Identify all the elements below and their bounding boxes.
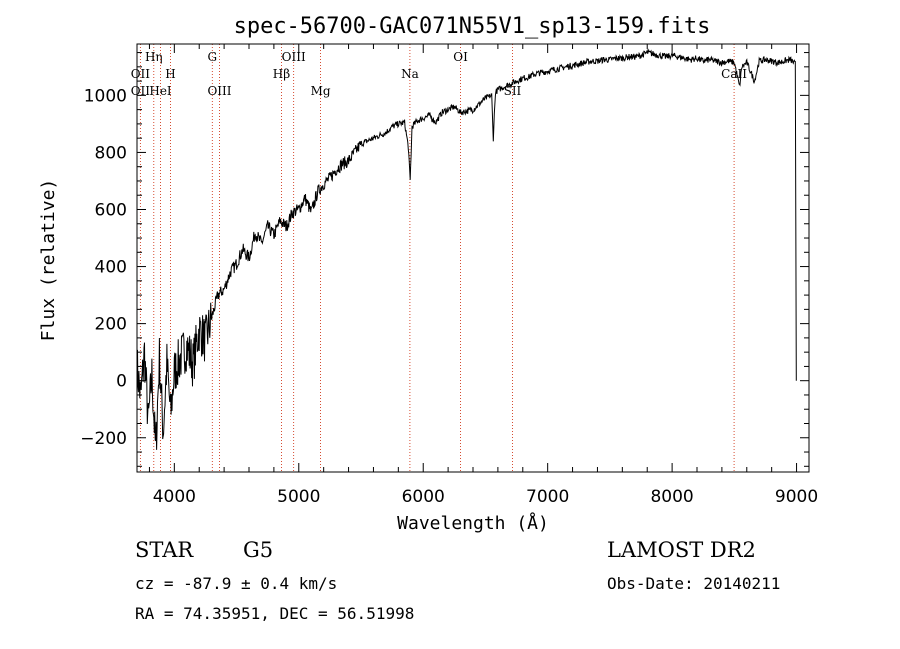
y-tick-label: 400 — [95, 258, 127, 278]
y-tick-label: 200 — [95, 315, 127, 335]
y-tick-label: 0 — [116, 372, 127, 392]
coordinates-text: RA = 74.35951, DEC = 56.51998 — [135, 604, 415, 623]
spectral-line-label: Hβ — [273, 67, 290, 81]
x-axis-label: Wavelength (Å) — [397, 512, 549, 534]
spectral-line-label: G — [207, 50, 217, 64]
spectral-line-label: OII — [131, 84, 151, 98]
x-tick-label: 4000 — [153, 487, 196, 507]
y-tick-label: 600 — [95, 200, 127, 220]
spectral-line-label: OII — [131, 67, 151, 81]
y-tick-label: 800 — [95, 143, 127, 163]
plot-frame — [136, 43, 810, 473]
x-tick-label: 7000 — [526, 487, 569, 507]
x-tick-label: 9000 — [775, 487, 818, 507]
chart-title: spec-56700-GAC071N55V1_sp13-159.fits — [234, 14, 711, 39]
spectral-line-label: Hη — [145, 50, 163, 64]
object-class: STAR — [135, 538, 194, 562]
spectral-line-label: CaII — [721, 67, 747, 81]
spectrum-line — [136, 48, 797, 450]
spectral-line-label: H — [165, 67, 175, 81]
obs-date-text: Obs-Date: 20140211 — [607, 574, 781, 593]
spectral-line-label: HeI — [149, 84, 172, 98]
x-tick-label: 6000 — [402, 487, 445, 507]
x-tick-label: 5000 — [277, 487, 320, 507]
survey-name: LAMOST DR2 — [607, 538, 756, 562]
redshift-text: cz = -87.9 ± 0.4 km/s — [135, 574, 338, 593]
spectral-line-label: Mg — [311, 84, 331, 98]
spectral-line-label: OIII — [207, 84, 231, 98]
y-tick-label: −200 — [80, 429, 127, 449]
object-subclass: G5 — [243, 538, 274, 562]
y-axis-label: Flux (relative) — [38, 179, 59, 342]
spectral-line-label: OIII — [282, 50, 306, 64]
spectral-line-label: OI — [453, 50, 468, 64]
axis-ticks: 4000 5000 6000 7000 8000 9000 −200 0 200 400 600 80… — [80, 44, 818, 507]
spectral-line-label: Na — [401, 67, 419, 81]
y-tick-label: 1000 — [84, 86, 127, 106]
x-tick-label: 8000 — [650, 487, 693, 507]
spectrum-series — [136, 48, 797, 450]
